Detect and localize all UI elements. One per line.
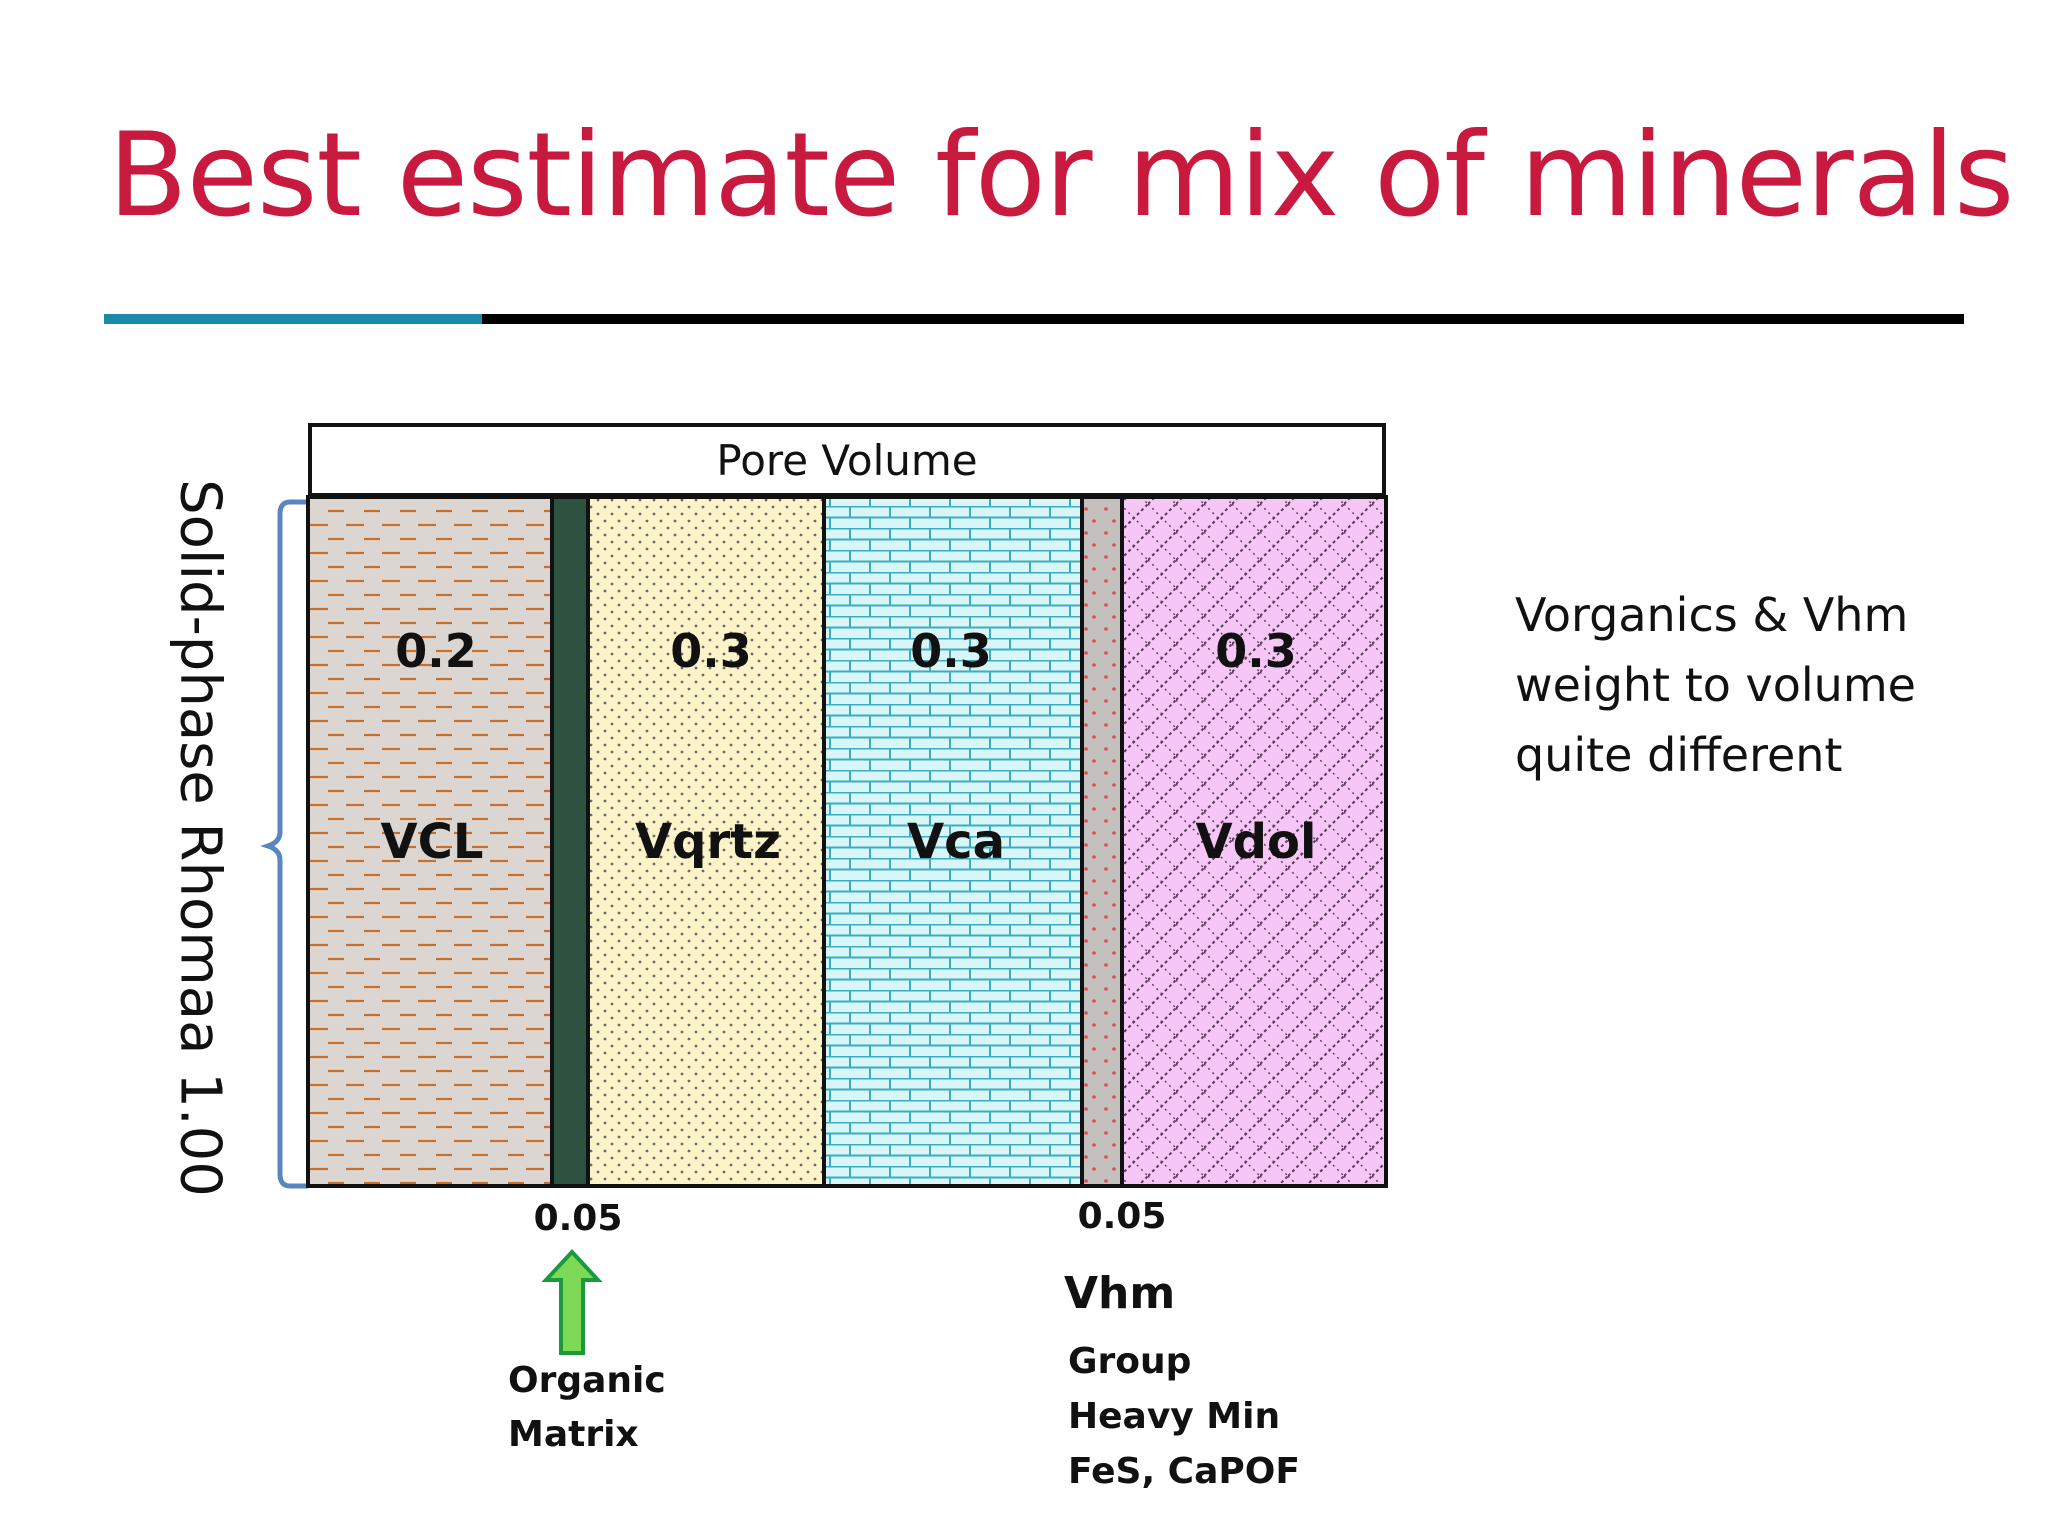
value-vca: 0.3	[910, 624, 992, 678]
tick-vhm-value: 0.05	[1077, 1196, 1167, 1237]
vhm-list-line: Group	[1068, 1341, 1192, 1382]
side-note-line: weight to volume	[1515, 658, 1916, 712]
column-organic	[550, 495, 590, 1188]
value-vqrtz: 0.3	[670, 624, 752, 678]
label-vcl: VCL	[380, 814, 484, 870]
value-vcl: 0.2	[395, 624, 477, 678]
organic-matrix-label: Organic Matrix	[508, 1354, 666, 1462]
label-vqrtz: Vqrtz	[634, 814, 782, 870]
side-note: Vorganics & Vhm weight to volume quite d…	[1515, 580, 1995, 790]
side-note-line: quite different	[1515, 728, 1843, 782]
pore-volume-box: Pore Volume	[308, 423, 1386, 497]
y-axis-label: Solid-phase Rhomaa 1.00	[167, 479, 233, 1197]
organic-label-line: Organic	[508, 1360, 666, 1401]
organic-label-line: Matrix	[508, 1414, 639, 1455]
column-vcl	[306, 495, 554, 1188]
column-vhm	[1080, 495, 1124, 1188]
vhm-group-list: Group Heavy Min FeS, CaPOF	[1068, 1334, 1300, 1499]
vhm-list-line: FeS, CaPOF	[1068, 1451, 1300, 1492]
solid-phase-frame	[306, 495, 1388, 1188]
vhm-title: Vhm	[1064, 1268, 1176, 1319]
label-vdol: Vdol	[1195, 814, 1317, 870]
rhomaa-brace	[260, 499, 308, 1189]
organic-arrow	[541, 1249, 603, 1355]
side-note-line: Vorganics & Vhm	[1515, 588, 1909, 642]
title-rule	[482, 314, 1964, 324]
vhm-list-line: Heavy Min	[1068, 1396, 1281, 1437]
value-vdol: 0.3	[1215, 624, 1297, 678]
slide-title: Best estimate for mix of minerals	[108, 108, 2014, 243]
title-rule-accent	[104, 314, 482, 324]
label-vca: Vca	[907, 814, 1005, 870]
tick-organic-value: 0.05	[533, 1198, 623, 1239]
